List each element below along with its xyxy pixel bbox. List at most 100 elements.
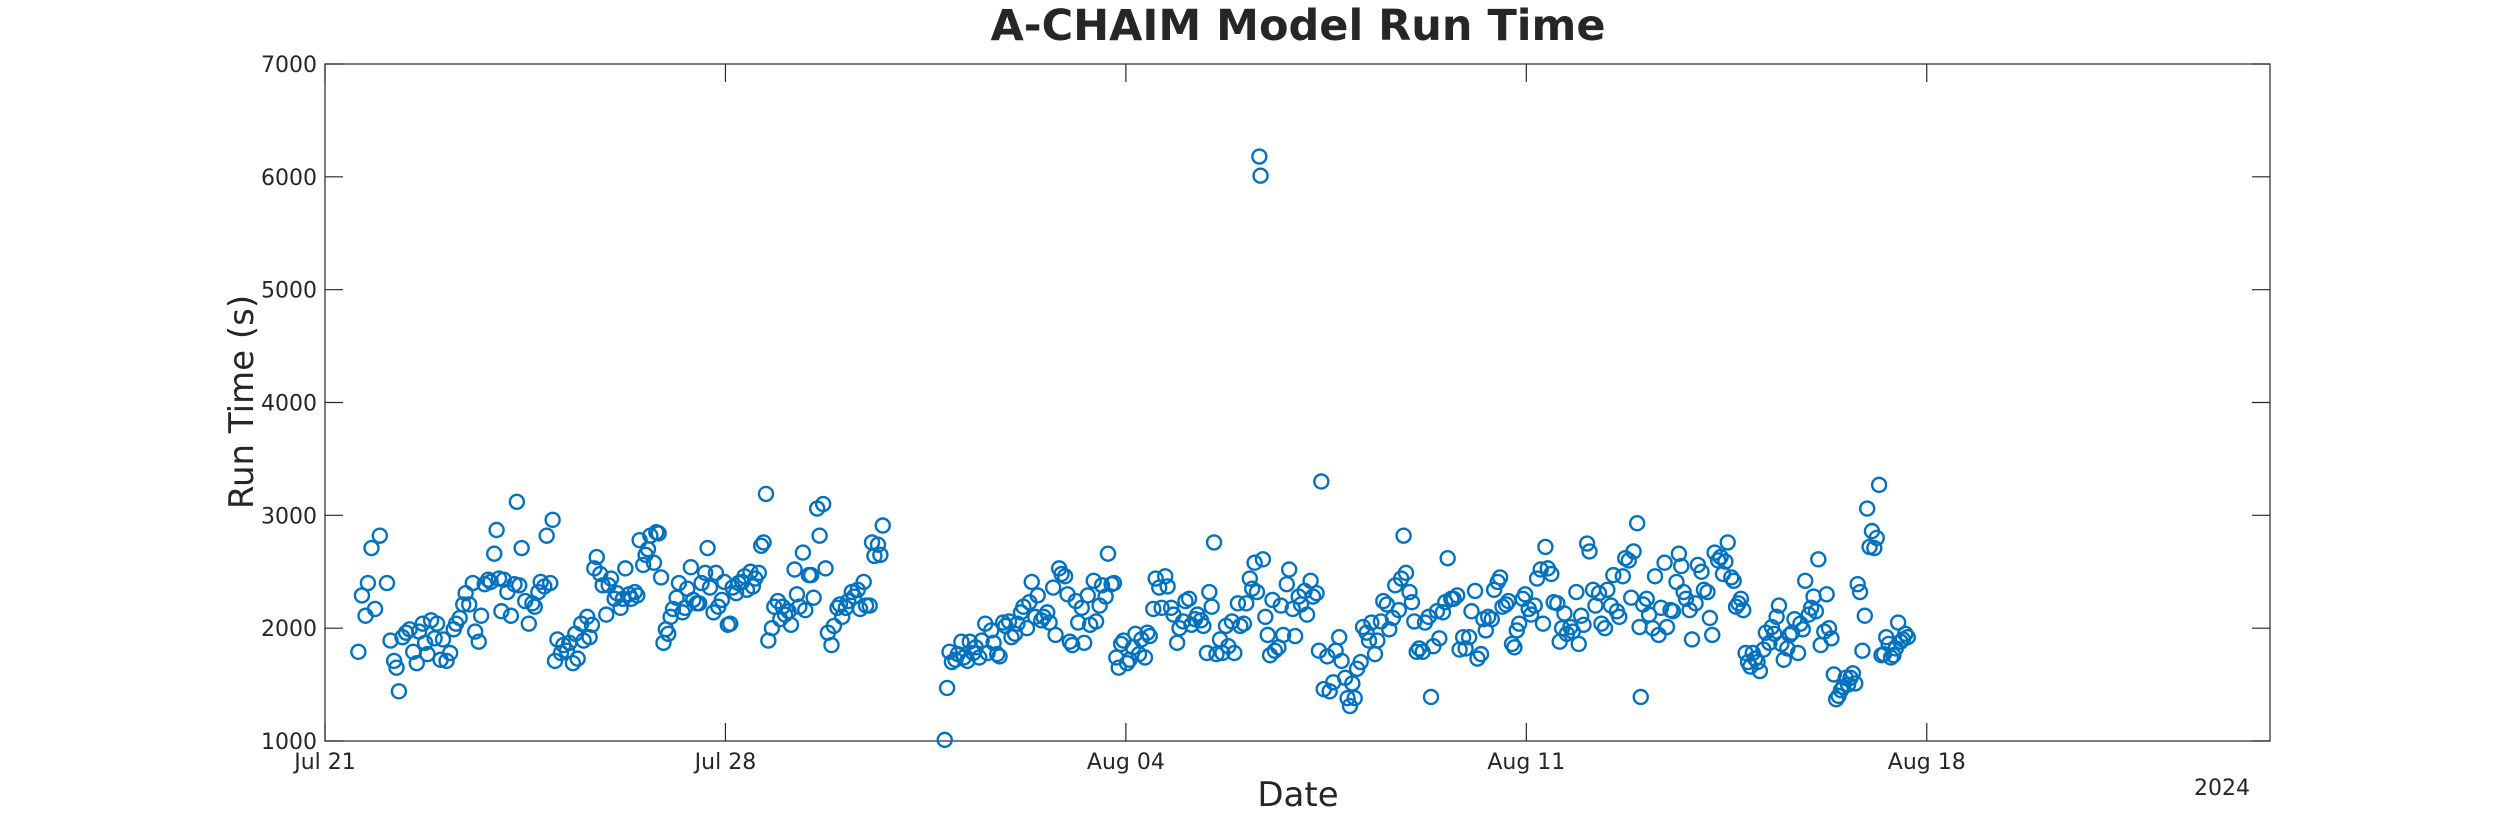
data-point [1761, 634, 1778, 652]
data-point [645, 554, 663, 571]
data-point [1056, 568, 1074, 585]
data-point [1363, 614, 1380, 631]
data-point [1044, 579, 1062, 596]
data-point [971, 649, 988, 666]
data-point [1611, 608, 1628, 626]
y-tick-label: 6000 [261, 166, 317, 191]
data-point [1009, 615, 1026, 632]
data-point [378, 574, 396, 592]
data-point [1445, 590, 1462, 608]
data-point [1543, 565, 1560, 583]
data-point [936, 731, 953, 749]
data-point [1620, 552, 1638, 569]
data-point [486, 545, 503, 562]
data-point [438, 652, 455, 670]
data-point [583, 616, 601, 633]
data-point [953, 633, 970, 650]
data-point [564, 654, 582, 672]
data-point [1460, 628, 1478, 646]
data-point [1516, 586, 1534, 603]
data-point [1605, 566, 1622, 584]
data-point [1313, 473, 1330, 490]
data-point [538, 527, 555, 544]
data-point [1506, 639, 1523, 656]
data-point [1463, 603, 1480, 620]
data-point [707, 564, 725, 582]
data-point [1223, 613, 1241, 630]
data-point [464, 574, 481, 592]
data-point [1794, 621, 1812, 638]
data-point [441, 644, 459, 662]
data-point [750, 564, 768, 582]
data-point [1677, 590, 1695, 608]
data-point [861, 597, 878, 614]
data-point [1304, 588, 1322, 605]
data-point [1195, 617, 1212, 635]
data-point [1286, 627, 1304, 645]
data-point [803, 566, 820, 584]
data-point [1818, 586, 1835, 603]
data-point [598, 606, 615, 623]
data-point [1259, 626, 1276, 644]
data-point [869, 536, 887, 553]
data-point [1274, 626, 1292, 644]
data-point [1408, 643, 1425, 661]
data-point [1614, 568, 1632, 585]
data-point [1849, 575, 1866, 593]
data-point [493, 603, 510, 620]
data-point [1159, 578, 1176, 595]
data-point [508, 493, 526, 510]
data-point [757, 485, 775, 503]
data-point [1775, 651, 1792, 668]
data-point [401, 621, 418, 638]
data-point [1018, 619, 1036, 637]
data-point [1257, 608, 1274, 626]
data-point [629, 587, 646, 604]
data-point [1851, 583, 1869, 601]
data-point [1847, 675, 1864, 692]
data-point [1897, 625, 1914, 643]
data-point [1352, 653, 1369, 671]
data-point [1198, 644, 1216, 662]
data-point [1732, 590, 1750, 608]
data-point [1341, 697, 1359, 715]
data-point [1319, 648, 1336, 665]
data-point [1856, 607, 1873, 624]
data-point [1422, 688, 1440, 706]
data-point [1093, 577, 1111, 594]
data-point [461, 596, 478, 613]
data-point [416, 634, 434, 652]
data-point [752, 537, 770, 554]
data-point [1528, 570, 1546, 587]
data-point [1687, 595, 1704, 612]
data-point [652, 569, 670, 586]
data-point [1656, 554, 1673, 571]
plot-area [324, 63, 2271, 742]
data-point [1252, 167, 1269, 184]
data-point [696, 564, 714, 582]
data-point [1628, 515, 1646, 532]
data-point [1395, 527, 1412, 544]
data-point [834, 608, 851, 626]
data-point [1079, 587, 1096, 604]
data-point [1235, 615, 1253, 632]
data-point [366, 600, 384, 618]
data-point [1723, 569, 1740, 586]
data-point [1537, 538, 1554, 556]
data-point [1070, 614, 1087, 631]
data-point [1807, 603, 1825, 620]
data-point [617, 560, 634, 577]
data-point [1064, 636, 1081, 654]
data-point [1454, 628, 1472, 646]
data-point [488, 521, 505, 539]
y-axis-label: Run Time (s) [222, 295, 262, 509]
data-point [1264, 591, 1281, 609]
data-point [1136, 649, 1154, 666]
data-point [455, 596, 472, 613]
data-point [744, 578, 762, 595]
data-point [544, 511, 561, 529]
data-point [1434, 604, 1452, 621]
data-point [1448, 587, 1466, 604]
y-tick-label: 3000 [261, 504, 317, 529]
